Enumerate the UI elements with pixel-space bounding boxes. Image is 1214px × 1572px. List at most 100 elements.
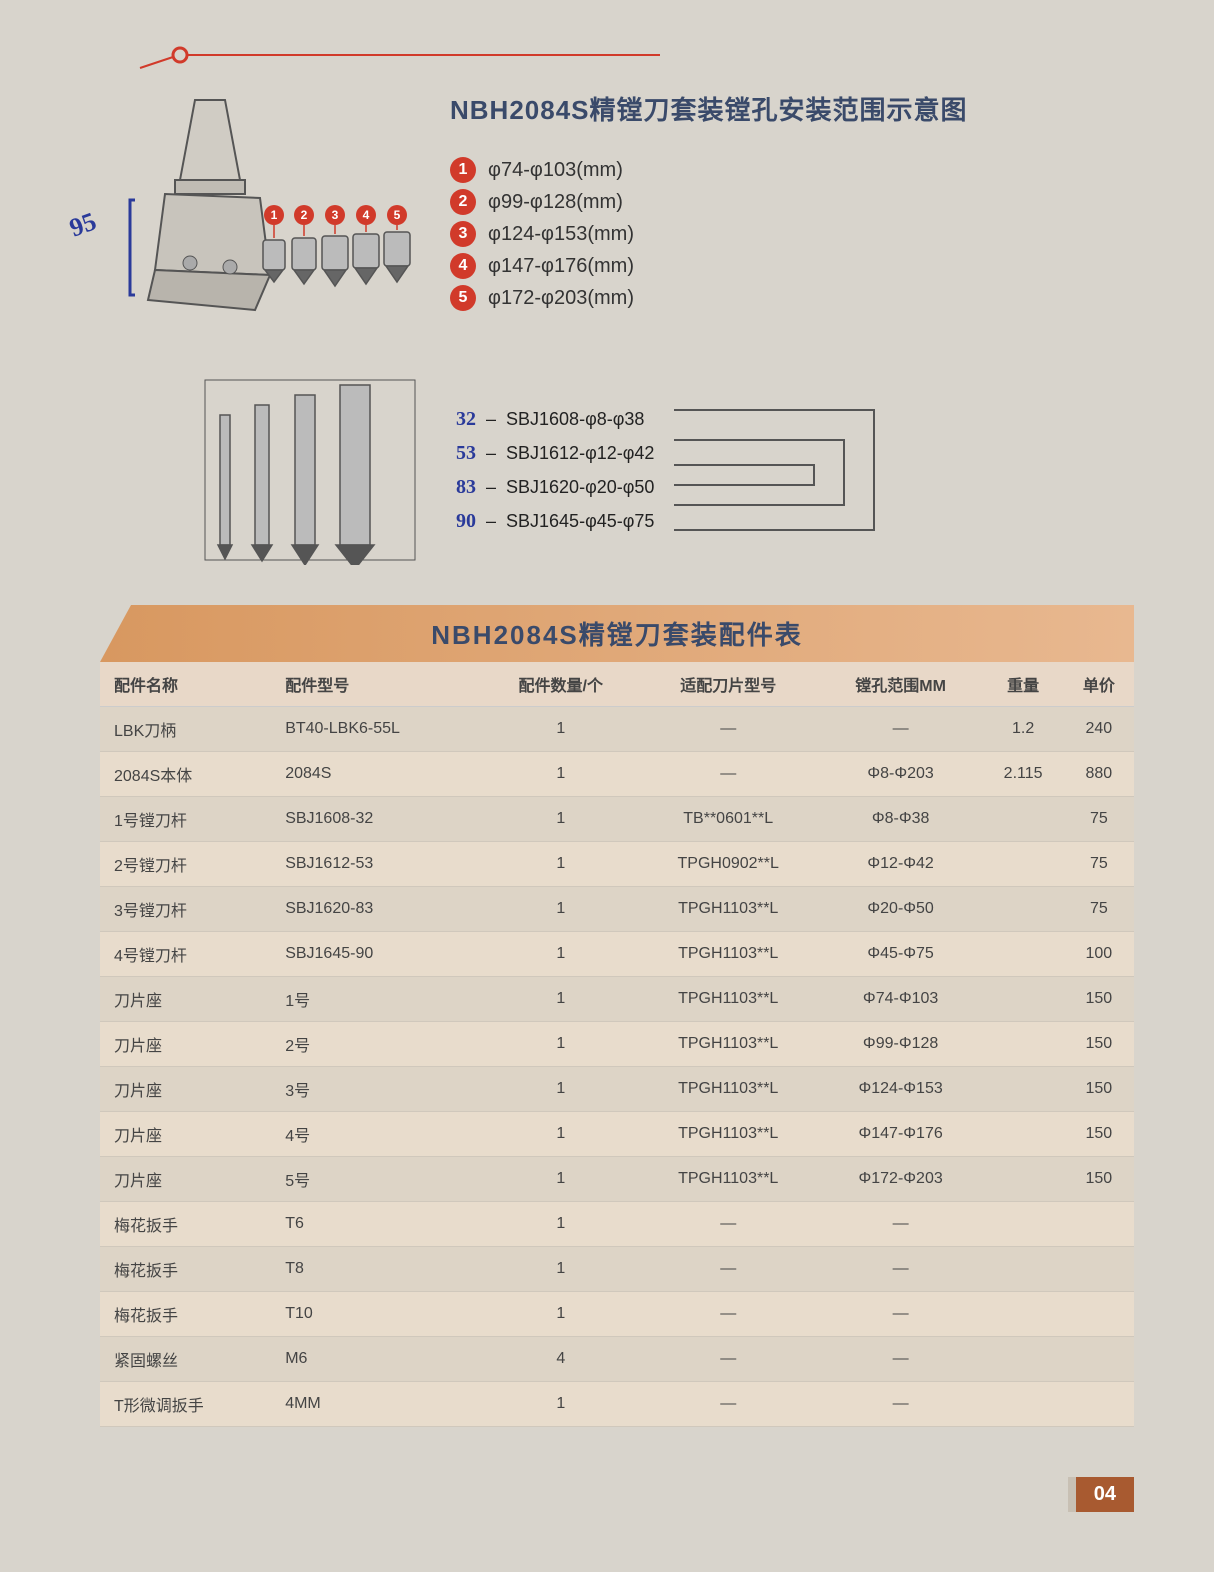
table-cell: Φ8-Φ203 xyxy=(819,752,983,797)
table-cell: 梅花扳手 xyxy=(100,1292,275,1337)
table-cell xyxy=(983,797,1064,842)
table-column-header: 单价 xyxy=(1064,662,1134,707)
table-cell: TPGH0902**L xyxy=(638,842,819,887)
table-cell xyxy=(983,1202,1064,1247)
table-column-header: 配件数量/个 xyxy=(484,662,638,707)
table-column-header: 配件型号 xyxy=(275,662,484,707)
table-cell: 1号镗刀杆 xyxy=(100,797,275,842)
table-row: 刀片座2号1TPGH1103**LΦ99-Φ128150 xyxy=(100,1022,1134,1067)
table-row: T形微调扳手4MM1—— xyxy=(100,1382,1134,1427)
table-cell: 150 xyxy=(1064,1067,1134,1112)
dash: – xyxy=(486,438,496,469)
table-cell: 2.115 xyxy=(983,752,1064,797)
table-cell: 1.2 xyxy=(983,707,1064,752)
table-cell: 2号镗刀杆 xyxy=(100,842,275,887)
table-cell: 4号镗刀杆 xyxy=(100,932,275,977)
legend-text: φ124-φ153(mm) xyxy=(488,223,634,246)
table-header-row: 配件名称配件型号配件数量/个适配刀片型号镗孔范围MM重量单价 xyxy=(100,662,1134,707)
table-cell: T10 xyxy=(275,1292,484,1337)
table-row: 2084S本体2084S1—Φ8-Φ2032.115880 xyxy=(100,752,1134,797)
table-cell xyxy=(1064,1337,1134,1382)
table-cell: — xyxy=(638,752,819,797)
table-cell: Φ147-Φ176 xyxy=(819,1112,983,1157)
sbj-list: 32–SBJ1608-φ8-φ3853–SBJ1612-φ12-φ4283–SB… xyxy=(440,402,654,538)
table-cell: — xyxy=(819,1292,983,1337)
diagram-legend-area: NBH2084S精镗刀套装镗孔安装范围示意图 1φ74-φ103(mm)2φ99… xyxy=(450,90,1134,317)
table-cell: 150 xyxy=(1064,977,1134,1022)
table-cell: 1 xyxy=(484,797,638,842)
dash: – xyxy=(486,506,496,537)
table-column-header: 适配刀片型号 xyxy=(638,662,819,707)
table-cell: 1号 xyxy=(275,977,484,1022)
table-column-header: 配件名称 xyxy=(100,662,275,707)
page-number: 04 xyxy=(1068,1477,1134,1512)
legend-badge: 5 xyxy=(450,285,476,311)
table-cell: 150 xyxy=(1064,1112,1134,1157)
table-cell: 75 xyxy=(1064,842,1134,887)
table-title-bar: NBH2084S精镗刀套装配件表 xyxy=(100,605,1134,662)
svg-text:2: 2 xyxy=(301,208,308,222)
table-cell xyxy=(983,1247,1064,1292)
boring-bars-svg xyxy=(200,375,420,565)
table-cell: 刀片座 xyxy=(100,1157,275,1202)
table-cell: — xyxy=(819,1247,983,1292)
table-cell xyxy=(1064,1382,1134,1427)
table-row: 梅花扳手T81—— xyxy=(100,1247,1134,1292)
handwritten-length: 83 xyxy=(440,470,476,504)
svg-text:3: 3 xyxy=(332,208,339,222)
decor-svg xyxy=(100,40,700,70)
sbj-item: 32–SBJ1608-φ8-φ38 xyxy=(440,402,654,436)
legend-item: 5 φ172-φ203(mm) xyxy=(450,285,1134,311)
table-cell: LBK刀柄 xyxy=(100,707,275,752)
table-cell xyxy=(1064,1202,1134,1247)
table-cell: SBJ1645-90 xyxy=(275,932,484,977)
table-cell xyxy=(983,932,1064,977)
table-row: 刀片座1号1TPGH1103**LΦ74-Φ103150 xyxy=(100,977,1134,1022)
sbj-item: 53–SBJ1612-φ12-φ42 xyxy=(440,436,654,470)
table-cell: TPGH1103**L xyxy=(638,1022,819,1067)
table-cell: TPGH1103**L xyxy=(638,1112,819,1157)
table-row: LBK刀柄BT40-LBK6-55L1——1.2240 xyxy=(100,707,1134,752)
table-cell: TPGH1103**L xyxy=(638,1157,819,1202)
table-row: 3号镗刀杆SBJ1620-831TPGH1103**LΦ20-Φ5075 xyxy=(100,887,1134,932)
svg-text:4: 4 xyxy=(363,208,370,222)
legend-badge: 4 xyxy=(450,253,476,279)
table-cell xyxy=(1064,1292,1134,1337)
table-cell xyxy=(983,1292,1064,1337)
handwritten-length: 32 xyxy=(440,402,476,436)
table-cell: 梅花扳手 xyxy=(100,1202,275,1247)
sbj-text: SBJ1612-φ12-φ42 xyxy=(506,438,654,469)
table-cell: T8 xyxy=(275,1247,484,1292)
table-cell xyxy=(983,1022,1064,1067)
table-row: 刀片座5号1TPGH1103**LΦ172-Φ203150 xyxy=(100,1157,1134,1202)
table-cell: — xyxy=(638,1202,819,1247)
svg-text:1: 1 xyxy=(271,208,278,222)
table-cell: 1 xyxy=(484,1292,638,1337)
table-cell: Φ20-Φ50 xyxy=(819,887,983,932)
table-row: 刀片座4号1TPGH1103**LΦ147-Φ176150 xyxy=(100,1112,1134,1157)
legend-text: φ99-φ128(mm) xyxy=(488,191,623,214)
table-cell: 100 xyxy=(1064,932,1134,977)
table-cell: Φ124-Φ153 xyxy=(819,1067,983,1112)
table-cell: 紧固螺丝 xyxy=(100,1337,275,1382)
table-cell: — xyxy=(819,1382,983,1427)
table-cell: 2号 xyxy=(275,1022,484,1067)
table-cell: BT40-LBK6-55L xyxy=(275,707,484,752)
legend-text: φ172-φ203(mm) xyxy=(488,287,634,310)
table-cell: 1 xyxy=(484,1202,638,1247)
sbj-item: 83–SBJ1620-φ20-φ50 xyxy=(440,470,654,504)
sbj-text: SBJ1608-φ8-φ38 xyxy=(506,404,644,435)
table-cell: T6 xyxy=(275,1202,484,1247)
table-cell: 3号镗刀杆 xyxy=(100,887,275,932)
table-column-header: 镗孔范围MM xyxy=(819,662,983,707)
table-cell xyxy=(983,887,1064,932)
top-decorative-line xyxy=(100,40,1134,70)
table-cell: 880 xyxy=(1064,752,1134,797)
table-cell: Φ12-Φ42 xyxy=(819,842,983,887)
table-cell: TPGH1103**L xyxy=(638,932,819,977)
page-footer: 04 xyxy=(100,1477,1134,1512)
table-cell: 75 xyxy=(1064,797,1134,842)
table-row: 刀片座3号1TPGH1103**LΦ124-Φ153150 xyxy=(100,1067,1134,1112)
legend-text: φ147-φ176(mm) xyxy=(488,255,634,278)
table-cell xyxy=(983,1382,1064,1427)
